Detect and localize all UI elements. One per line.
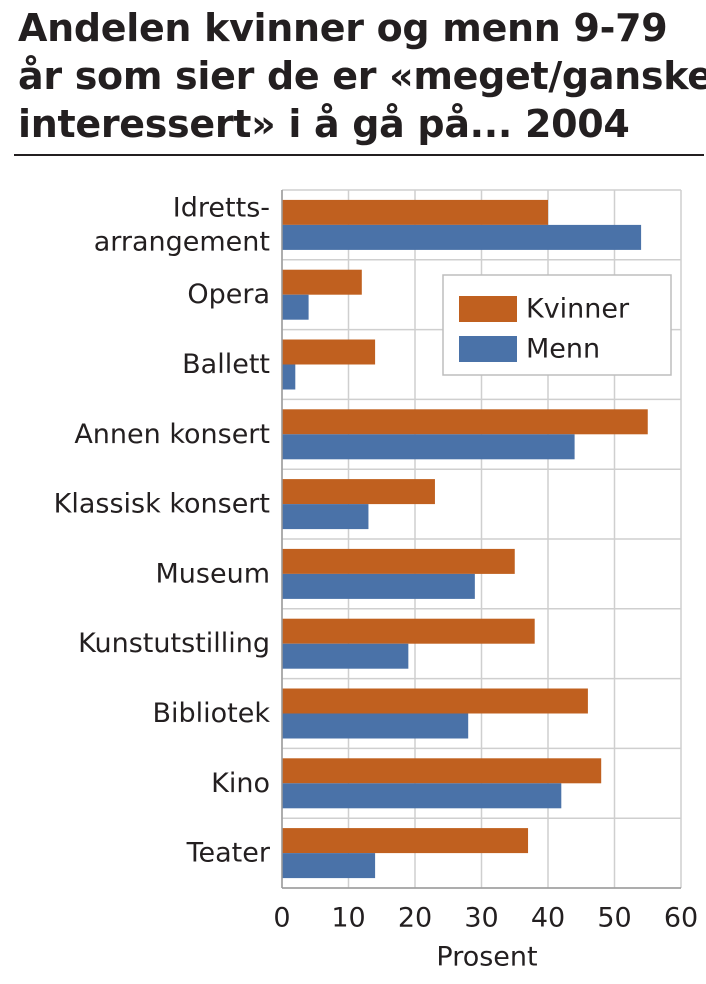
category-label: Kunstutstilling xyxy=(78,628,270,659)
bar-menn xyxy=(282,853,376,879)
bar-menn xyxy=(282,434,575,460)
bar-kvinner xyxy=(282,339,376,365)
x-tick-label: 10 xyxy=(331,903,365,934)
x-tick-label: 60 xyxy=(664,903,698,934)
bar-menn xyxy=(282,573,475,599)
category-label: Idretts- xyxy=(173,192,270,223)
x-tick-label: 50 xyxy=(597,903,631,934)
x-axis-title: Prosent xyxy=(436,942,537,973)
x-tick-label: 20 xyxy=(398,903,432,934)
bar-kvinner xyxy=(282,409,648,435)
bar-menn xyxy=(282,713,469,739)
title-divider xyxy=(14,154,704,156)
bar-menn xyxy=(282,294,309,320)
legend-label-kvinner: Kvinner xyxy=(526,294,630,325)
x-tick-label: 40 xyxy=(531,903,565,934)
bar-kvinner xyxy=(282,479,435,505)
bar-kvinner xyxy=(282,269,362,295)
bar-kvinner xyxy=(282,828,529,854)
category-label: arrangement xyxy=(94,226,270,257)
category-label: Museum xyxy=(156,558,271,589)
chart-title: Andelen kvinner og menn 9-79 år som sier… xyxy=(18,4,706,148)
category-label: Ballett xyxy=(182,349,270,380)
x-tick-label: 30 xyxy=(464,903,498,934)
title-line-1: Andelen kvinner og menn 9-79 xyxy=(18,6,668,50)
bar-menn xyxy=(282,224,642,250)
x-tick-label: 0 xyxy=(273,903,290,934)
category-label: Klassisk konsert xyxy=(54,489,270,520)
bar-kvinner xyxy=(282,548,515,574)
legend-label-menn: Menn xyxy=(526,334,600,365)
bar-menn xyxy=(282,504,369,530)
bar-kvinner xyxy=(282,688,588,714)
bar-menn xyxy=(282,783,562,809)
category-label: Opera xyxy=(187,279,270,310)
title-line-2: år som sier de er «meget/ganske xyxy=(18,54,706,98)
legend-swatch-menn xyxy=(459,336,517,362)
bar-kvinner xyxy=(282,199,548,225)
category-label: Kino xyxy=(211,768,270,799)
bar-kvinner xyxy=(282,758,602,784)
legend-swatch-kvinner xyxy=(459,296,517,322)
category-label: Teater xyxy=(186,838,271,869)
category-label: Annen konsert xyxy=(74,419,270,450)
bar-kvinner xyxy=(282,618,535,644)
title-line-3: interessert» i å gå på... 2004 xyxy=(18,102,630,146)
category-label: Bibliotek xyxy=(152,698,270,729)
bar-menn xyxy=(282,364,296,390)
bar-menn xyxy=(282,643,409,669)
